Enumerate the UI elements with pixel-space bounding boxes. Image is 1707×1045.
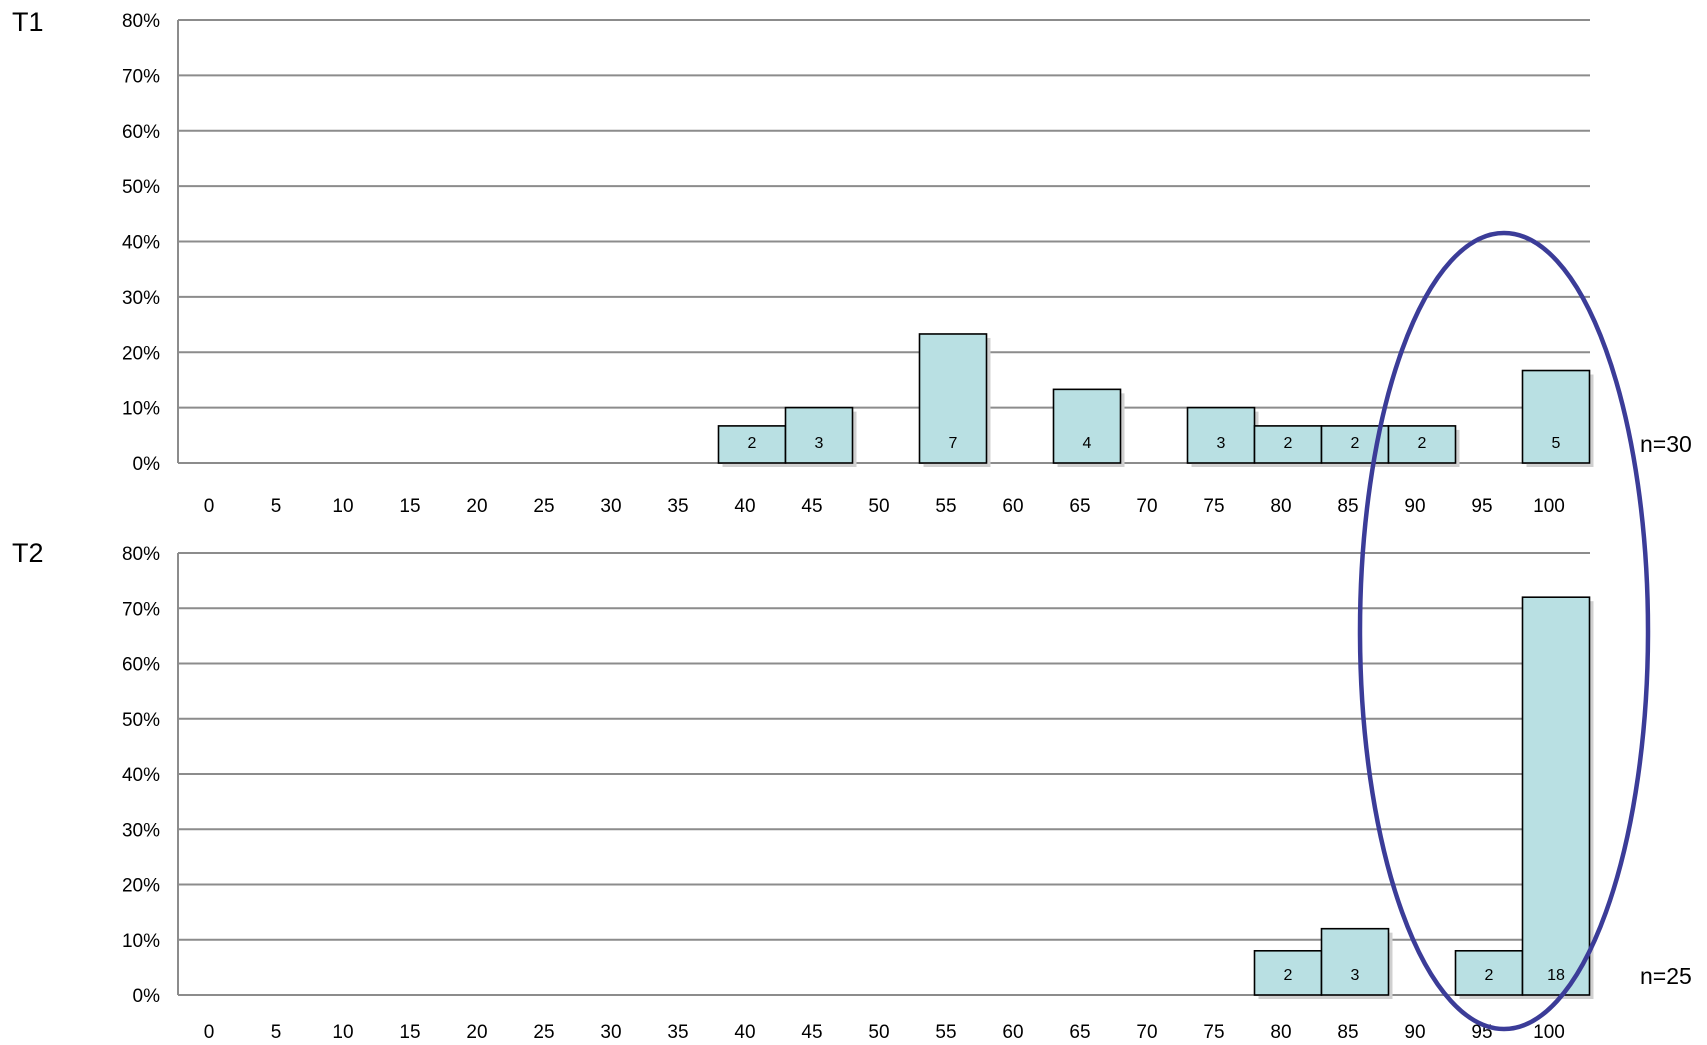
x-tick-label: 5 [271, 1022, 282, 1043]
y-tick-label: 0% [133, 986, 161, 1007]
y-tick-label: 30% [122, 820, 160, 841]
bar-count-label: 7 [949, 435, 958, 452]
panel-label-t1: T1 [12, 7, 44, 37]
y-tick-label: 20% [122, 876, 160, 897]
bar-count-label: 3 [1217, 435, 1226, 452]
x-tick-label: 100 [1533, 1022, 1565, 1043]
bar-85 [1320, 927, 1390, 996]
x-tick-label: 30 [600, 1022, 621, 1043]
x-tick-label: 95 [1471, 496, 1492, 517]
x-tick-label: 40 [734, 496, 755, 517]
x-tick-label: 55 [935, 496, 956, 517]
x-tick-label: 50 [868, 1022, 889, 1043]
x-tick-label: 45 [801, 496, 822, 517]
bar-count-label: 5 [1552, 435, 1561, 452]
y-tick-label: 30% [122, 288, 160, 309]
highlight-ellipse [1357, 230, 1651, 1032]
x-tick-label: 90 [1404, 1022, 1425, 1043]
x-tick-label: 90 [1404, 496, 1425, 517]
x-tick-label: 65 [1069, 1022, 1090, 1043]
y-tick-label: 70% [122, 599, 160, 620]
bar-count-label: 2 [1485, 967, 1494, 984]
bar-count-label: 3 [815, 435, 824, 452]
x-tick-label: 45 [801, 1022, 822, 1043]
bar-count-label: 18 [1547, 967, 1565, 984]
y-tick-label: 40% [122, 765, 160, 786]
bar-count-label: 2 [1284, 967, 1293, 984]
x-tick-label: 85 [1337, 496, 1358, 517]
x-tick-label: 40 [734, 1022, 755, 1043]
bar-80 [1253, 425, 1323, 464]
x-tick-label: 15 [399, 1022, 420, 1043]
x-tick-label: 20 [466, 496, 487, 517]
bar-65 [1052, 388, 1122, 464]
x-tick-label: 80 [1270, 496, 1291, 517]
chart-panel-t2: T2 n=25 0% 10% 20% 30% 40% 50% 60% 70% 80% 0 5 10 15… [12, 538, 1692, 1043]
y-tick-label: 10% [122, 931, 160, 952]
x-tick-label: 5 [271, 496, 282, 517]
x-tick-label: 35 [667, 1022, 688, 1043]
x-tick-label: 65 [1069, 496, 1090, 517]
y-tick-label: 0% [133, 454, 161, 475]
bar-80 [1253, 949, 1323, 996]
x-tick-label: 10 [332, 496, 353, 517]
x-tick-label: 75 [1203, 496, 1224, 517]
x-tick-label: 60 [1002, 1022, 1023, 1043]
x-tick-label: 85 [1337, 1022, 1358, 1043]
x-tick-label: 10 [332, 1022, 353, 1043]
bar-count-label: 2 [1418, 435, 1427, 452]
y-tick-label: 60% [122, 122, 160, 143]
chart-panel-t1: T1 n=30 0% 10% 20% 30% 40% 50% 60% 70% 80% 0 5 10 15… [12, 7, 1692, 517]
bar-count-label: 3 [1351, 967, 1360, 984]
x-tick-label: 80 [1270, 1022, 1291, 1043]
bar-count-label: 2 [748, 435, 757, 452]
x-tick-label: 50 [868, 496, 889, 517]
x-tick-label: 25 [533, 1022, 554, 1043]
x-tick-label: 70 [1136, 1022, 1157, 1043]
y-tick-label: 70% [122, 66, 160, 87]
y-tick-label: 80% [122, 544, 160, 565]
bar-90 [1387, 425, 1457, 464]
x-tick-label: 25 [533, 496, 554, 517]
y-tick-label: 10% [122, 399, 160, 420]
bar-count-label: 2 [1284, 435, 1293, 452]
x-tick-label: 60 [1002, 496, 1023, 517]
x-tick-label: 15 [399, 496, 420, 517]
x-tick-label: 70 [1136, 496, 1157, 517]
x-tick-label: 20 [466, 1022, 487, 1043]
x-tick-label: 35 [667, 496, 688, 517]
bar-count-label: 4 [1083, 435, 1092, 452]
x-tick-label: 75 [1203, 1022, 1224, 1043]
y-tick-label: 50% [122, 710, 160, 731]
x-tick-label: 30 [600, 496, 621, 517]
y-tick-label: 60% [122, 655, 160, 676]
bar-count-label: 2 [1351, 435, 1360, 452]
x-tick-label: 100 [1533, 496, 1565, 517]
sample-size-label-t1: n=30 [1640, 431, 1692, 457]
y-tick-label: 20% [122, 343, 160, 364]
sample-size-label-t2: n=25 [1640, 963, 1692, 989]
bar-45 [784, 406, 854, 464]
panel-label-t2: T2 [12, 538, 44, 568]
x-tick-label: 0 [204, 496, 215, 517]
x-tick-label: 0 [204, 1022, 215, 1043]
y-tick-label: 50% [122, 177, 160, 198]
bar-100 [1521, 596, 1591, 996]
y-tick-label: 40% [122, 233, 160, 254]
bar-100 [1521, 369, 1591, 464]
x-tick-label: 55 [935, 1022, 956, 1043]
bar-55 [918, 333, 988, 464]
y-tick-label: 80% [122, 11, 160, 32]
